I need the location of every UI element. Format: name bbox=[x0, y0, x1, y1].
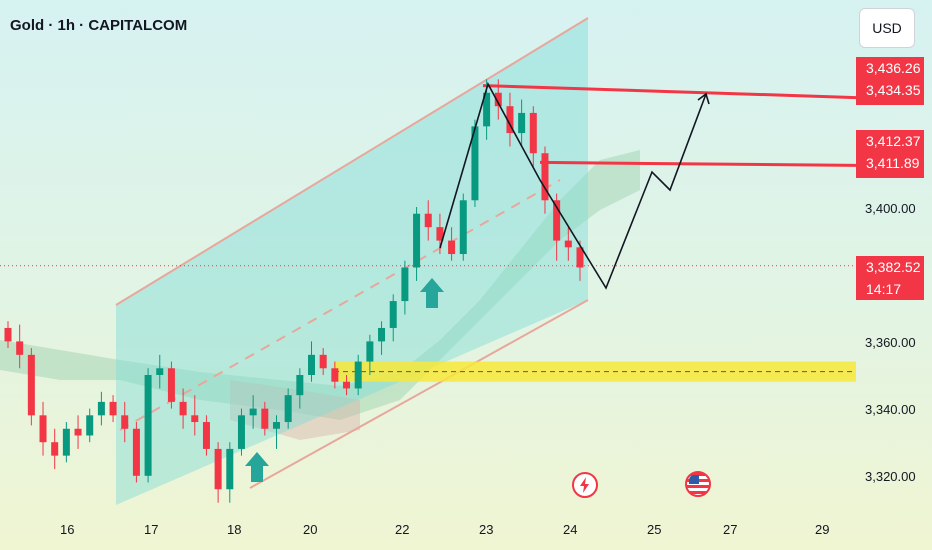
x-tick-label: 22 bbox=[395, 522, 410, 537]
candle-body bbox=[354, 361, 362, 389]
lightning-glyph bbox=[580, 477, 589, 493]
x-tick-label: 20 bbox=[303, 522, 318, 537]
candle-body bbox=[62, 428, 70, 456]
bullish-arrow-icon bbox=[245, 452, 269, 482]
price-tag-resistance: 3,412.37 3,411.89 bbox=[856, 130, 924, 178]
candle-body bbox=[471, 126, 479, 201]
x-tick-label: 24 bbox=[563, 522, 578, 537]
lightning-icon[interactable] bbox=[572, 472, 598, 498]
price-tag-label: 3,382.52 bbox=[866, 259, 921, 275]
candle-body bbox=[74, 428, 82, 436]
candle-body bbox=[214, 448, 222, 490]
candle-body bbox=[553, 200, 561, 241]
candle-body bbox=[494, 92, 502, 107]
countdown-label: 14:17 bbox=[866, 281, 902, 297]
candle-body bbox=[518, 112, 526, 134]
candle-body bbox=[51, 442, 59, 456]
projection-path bbox=[439, 81, 707, 290]
candle-body bbox=[389, 301, 397, 328]
candle-body bbox=[448, 240, 456, 255]
candle-body bbox=[226, 448, 234, 490]
candle-body bbox=[86, 415, 94, 436]
resistance-line-upper bbox=[482, 84, 857, 100]
price-tag-label: 3,434.35 bbox=[866, 82, 921, 98]
x-tick-label: 25 bbox=[647, 522, 662, 537]
candle-body bbox=[401, 267, 409, 302]
flag-canton bbox=[689, 475, 699, 484]
candle-body bbox=[413, 213, 421, 268]
candle-body bbox=[156, 368, 164, 375]
price-tag-label: 3,436.26 bbox=[866, 60, 921, 76]
candle-body bbox=[272, 422, 280, 429]
candle-body bbox=[179, 401, 187, 416]
candle-body bbox=[506, 106, 514, 134]
candle-body bbox=[249, 408, 257, 416]
x-tick-label: 27 bbox=[723, 522, 738, 537]
bullish-arrow-icon bbox=[420, 278, 444, 308]
projection-arrowhead bbox=[697, 92, 710, 105]
candle-body bbox=[564, 240, 572, 248]
candle-body bbox=[366, 341, 374, 362]
candle-body bbox=[576, 247, 584, 268]
x-tick-label: 17 bbox=[144, 522, 159, 537]
candle-body bbox=[27, 354, 35, 416]
x-tick-label: 16 bbox=[60, 522, 75, 537]
channel-lower-line bbox=[249, 299, 589, 489]
candle-body bbox=[39, 415, 47, 443]
candle-body bbox=[144, 375, 152, 476]
candle-body bbox=[529, 112, 537, 154]
candle-body bbox=[284, 395, 292, 423]
x-tick-label: 18 bbox=[227, 522, 242, 537]
candle-body bbox=[541, 153, 549, 201]
price-tag-label: 3,411.89 bbox=[866, 155, 920, 171]
candle-body bbox=[202, 422, 210, 449]
candle-body bbox=[132, 428, 140, 476]
candle-body bbox=[319, 354, 327, 369]
resistance-line-lower bbox=[539, 160, 857, 167]
price-tag-label: 3,412.37 bbox=[866, 133, 921, 149]
candle-body bbox=[483, 92, 491, 127]
channel-upper-line bbox=[115, 17, 589, 306]
currency-button[interactable]: USD bbox=[859, 8, 915, 48]
cloud-band bbox=[0, 150, 640, 420]
channel-mid-line bbox=[119, 179, 561, 431]
candle-body bbox=[308, 354, 316, 375]
candle-body bbox=[191, 415, 199, 423]
y-tick-label: 3,400.00 bbox=[865, 201, 916, 216]
candle-body bbox=[459, 200, 467, 255]
candle-body bbox=[296, 375, 304, 396]
candle-body bbox=[343, 381, 351, 389]
candle-body bbox=[109, 401, 117, 416]
candle-body bbox=[4, 327, 12, 342]
y-tick-label: 3,320.00 bbox=[865, 469, 916, 484]
y-tick-label: 3,360.00 bbox=[865, 335, 916, 350]
candle-body bbox=[436, 227, 444, 241]
x-tick-label: 29 bbox=[815, 522, 830, 537]
us-flag-icon[interactable] bbox=[685, 471, 711, 497]
candle-body bbox=[167, 368, 175, 402]
candle-body bbox=[331, 368, 339, 382]
channel-fill bbox=[116, 18, 588, 505]
candle-body bbox=[121, 415, 129, 429]
candle-body bbox=[424, 213, 432, 228]
candle-body bbox=[237, 415, 245, 449]
y-tick-label: 3,340.00 bbox=[865, 402, 916, 417]
candle-body bbox=[378, 327, 386, 342]
x-tick-label: 23 bbox=[479, 522, 494, 537]
candle-body bbox=[16, 341, 24, 355]
chart-title: Gold · 1h · CAPITALCOM bbox=[10, 17, 188, 34]
candle-body bbox=[97, 401, 105, 416]
price-tag-last: 3,382.52 14:17 bbox=[856, 256, 924, 300]
price-tag-high: 3,436.26 3,434.35 bbox=[856, 57, 924, 105]
candle-body bbox=[261, 408, 269, 429]
